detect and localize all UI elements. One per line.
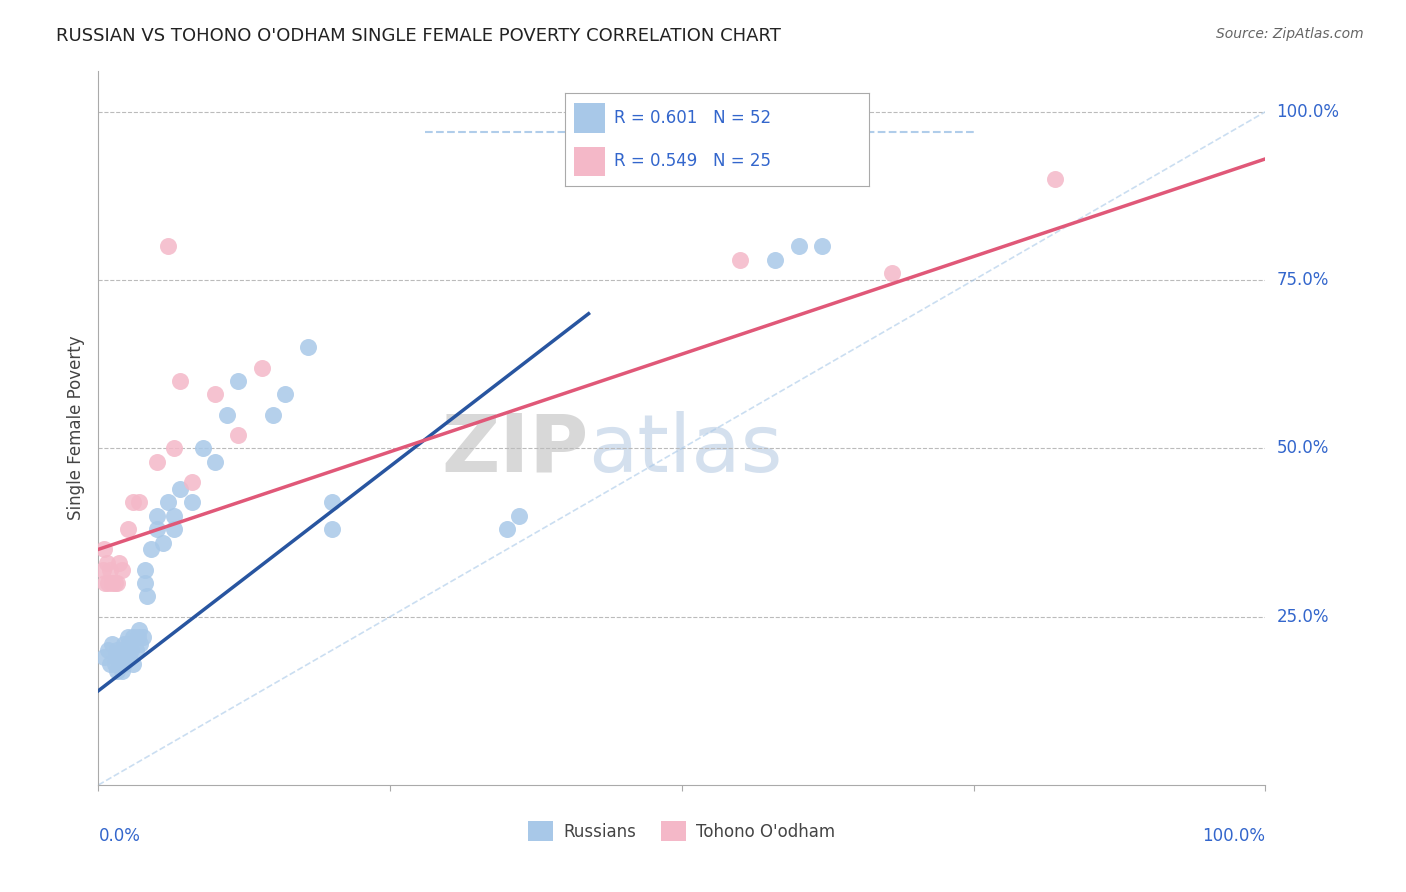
Point <box>104 576 127 591</box>
Point <box>108 657 131 671</box>
Text: 50.0%: 50.0% <box>1277 440 1329 458</box>
Y-axis label: Single Female Poverty: Single Female Poverty <box>66 336 84 520</box>
Point <box>128 495 150 509</box>
Point <box>180 495 202 509</box>
Point <box>98 657 121 671</box>
Point <box>146 455 169 469</box>
Text: 0.0%: 0.0% <box>98 827 141 845</box>
Point <box>134 562 156 576</box>
Point <box>136 590 159 604</box>
Point <box>97 576 120 591</box>
Point <box>496 522 519 536</box>
Point <box>730 252 752 267</box>
Point <box>134 576 156 591</box>
Point <box>93 650 115 665</box>
Point <box>180 475 202 489</box>
Point <box>204 455 226 469</box>
Text: ZIP: ZIP <box>441 410 589 489</box>
Point <box>132 630 155 644</box>
Point <box>118 650 141 665</box>
Point <box>880 266 903 280</box>
Point <box>108 556 131 570</box>
Point <box>297 340 319 354</box>
Point <box>91 562 114 576</box>
Point <box>152 535 174 549</box>
Point <box>125 643 148 657</box>
Point <box>811 239 834 253</box>
Point <box>262 408 284 422</box>
Point <box>101 637 124 651</box>
Point <box>321 495 343 509</box>
Point <box>105 664 128 678</box>
Point <box>112 657 135 671</box>
Point <box>105 576 128 591</box>
Point <box>104 650 127 665</box>
Point <box>93 542 115 557</box>
Point <box>157 495 180 509</box>
Point <box>122 657 145 671</box>
Point <box>118 637 141 651</box>
Point <box>104 657 127 671</box>
Point <box>157 239 180 253</box>
Point <box>215 408 238 422</box>
Point <box>98 562 121 576</box>
Point <box>163 442 186 456</box>
Point <box>193 442 215 456</box>
Point <box>112 637 135 651</box>
Point <box>1045 172 1067 186</box>
Point <box>101 576 124 591</box>
Text: Source: ZipAtlas.com: Source: ZipAtlas.com <box>1216 27 1364 41</box>
Point <box>96 556 118 570</box>
Point <box>163 508 186 523</box>
Point <box>111 664 134 678</box>
Text: RUSSIAN VS TOHONO O'ODHAM SINGLE FEMALE POVERTY CORRELATION CHART: RUSSIAN VS TOHONO O'ODHAM SINGLE FEMALE … <box>56 27 782 45</box>
Point <box>321 522 343 536</box>
Point <box>105 643 128 657</box>
Legend: Russians, Tohono O'odham: Russians, Tohono O'odham <box>522 814 842 848</box>
Point <box>122 630 145 644</box>
Point <box>111 562 134 576</box>
Point <box>787 239 810 253</box>
Point <box>120 643 142 657</box>
Point <box>122 495 145 509</box>
Point <box>146 522 169 536</box>
Point <box>117 630 139 644</box>
Point <box>169 374 191 388</box>
Point <box>228 374 250 388</box>
Point <box>115 643 138 657</box>
Text: 75.0%: 75.0% <box>1277 271 1329 289</box>
Point <box>146 508 169 523</box>
Point <box>169 482 191 496</box>
Point <box>117 522 139 536</box>
Point <box>139 542 162 557</box>
Point <box>204 387 226 401</box>
Point <box>274 387 297 401</box>
Point <box>228 428 250 442</box>
Text: 100.0%: 100.0% <box>1277 103 1340 120</box>
Point <box>129 637 152 651</box>
Text: 100.0%: 100.0% <box>1202 827 1265 845</box>
Point <box>508 508 530 523</box>
Text: atlas: atlas <box>589 410 783 489</box>
Point <box>250 360 273 375</box>
Point <box>128 623 150 637</box>
Point <box>111 643 134 657</box>
Point <box>94 576 117 591</box>
Point <box>97 643 120 657</box>
Point <box>127 630 149 644</box>
Point <box>108 650 131 665</box>
Text: 25.0%: 25.0% <box>1277 607 1329 625</box>
Point <box>163 522 186 536</box>
Point <box>763 252 786 267</box>
